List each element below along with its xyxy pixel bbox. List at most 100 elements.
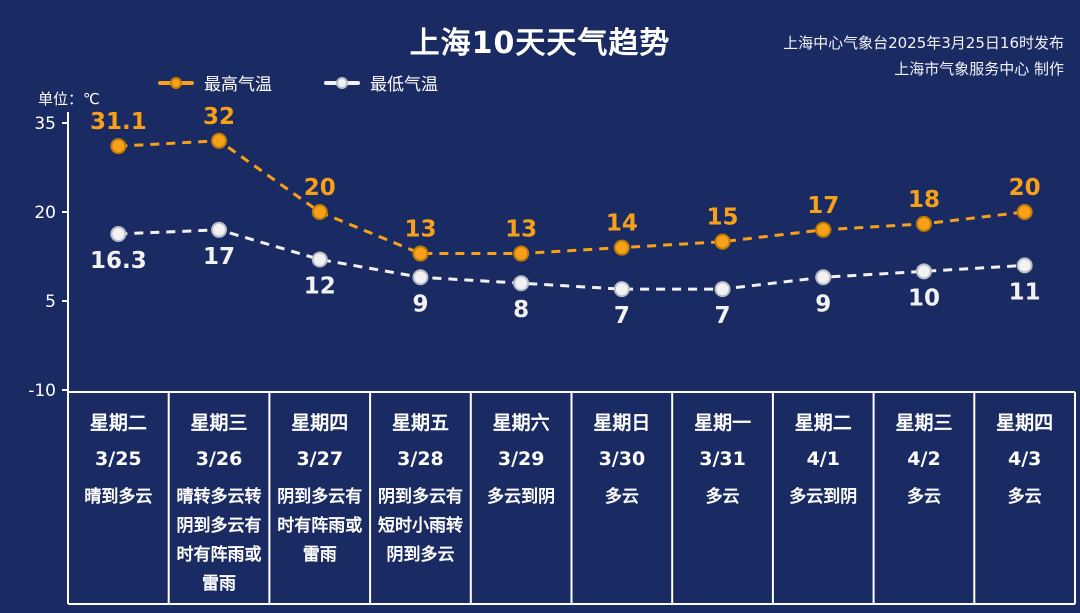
y-tick-label: 20 xyxy=(34,203,56,223)
day-column: 星期四 3/27 阴到多云有时有阵雨或雷雨 xyxy=(269,400,370,605)
day-column: 星期日 3/30 多云 xyxy=(572,400,673,605)
min-temp-value: 8 xyxy=(513,297,529,323)
max-temp-point xyxy=(1016,204,1033,220)
day-weather: 晴转多云转阴到多云有时有阵雨或雷雨 xyxy=(176,487,262,594)
day-weather: 多云到阴 xyxy=(487,487,556,507)
day-column: 星期一 3/31 多云 xyxy=(672,400,773,605)
day-weekday: 星期四 xyxy=(291,412,349,434)
max-temp-point xyxy=(815,221,832,238)
min-temp-point xyxy=(513,275,530,292)
max-temp-point xyxy=(110,138,127,155)
min-temp-point xyxy=(110,225,127,242)
max-temp-point xyxy=(714,233,731,250)
max-temp-point xyxy=(513,245,530,262)
min-temp-legend-icon xyxy=(324,76,360,90)
publisher-line1: 上海中心气象台2025年3月25日16时发布 xyxy=(783,34,1064,52)
min-temp-point xyxy=(714,281,731,298)
min-temp-point xyxy=(311,251,328,268)
day-date: 3/29 xyxy=(497,448,545,470)
day-weather: 多云到阴 xyxy=(789,487,858,507)
min-temp-value: 10 xyxy=(908,285,940,311)
publisher-line2: 上海市气象服务中心 制作 xyxy=(894,60,1064,78)
max-temp-point xyxy=(211,132,228,149)
day-weekday: 星期二 xyxy=(89,412,147,434)
day-date: 3/25 xyxy=(95,448,142,470)
unit-label: 单位：℃ xyxy=(38,90,100,108)
min-temp-value: 11 xyxy=(1009,279,1041,305)
day-weather: 多云 xyxy=(1007,487,1042,507)
day-column: 星期四 4/3 多云 xyxy=(974,400,1075,605)
min-temp-value: 12 xyxy=(304,273,336,299)
min-temp-value: 7 xyxy=(614,303,630,329)
publisher-info: 上海中心气象台2025年3月25日16时发布 上海市气象服务中心 制作 xyxy=(783,30,1064,82)
max-temp-value: 20 xyxy=(1009,175,1041,201)
day-column: 星期二 4/1 多云到阴 xyxy=(773,400,874,605)
min-temp-value: 9 xyxy=(412,291,428,317)
max-temp-point xyxy=(915,215,932,232)
max-temp-value: 32 xyxy=(203,104,235,130)
min-temp-point xyxy=(613,281,630,298)
day-weather: 多云 xyxy=(906,487,941,507)
day-weather: 阴到多云有短时小雨转阴到多云 xyxy=(377,487,463,565)
day-weekday: 星期一 xyxy=(694,412,752,434)
max-temp-value: 20 xyxy=(304,175,336,201)
min-temp-value: 7 xyxy=(715,303,731,329)
day-date: 4/1 xyxy=(806,448,840,470)
day-weekday: 星期三 xyxy=(190,412,248,434)
min-temp-point xyxy=(815,269,832,286)
max-temp-value: 17 xyxy=(807,193,839,219)
max-temp-legend-icon xyxy=(158,76,194,90)
day-weekday: 星期三 xyxy=(895,412,953,434)
max-temp-value: 18 xyxy=(908,187,940,213)
day-weather: 晴到多云 xyxy=(84,487,153,507)
max-temp-point xyxy=(412,245,429,262)
y-tick-label: 5 xyxy=(45,292,56,312)
legend-label-min: 最低气温 xyxy=(370,75,438,95)
day-weekday: 星期五 xyxy=(391,412,449,434)
day-column: 星期二 3/25 晴到多云 xyxy=(68,400,169,605)
day-column: 星期六 3/29 多云到阴 xyxy=(471,400,572,605)
chart-legend: 最高气温 最低气温 xyxy=(158,70,438,95)
min-temp-value: 17 xyxy=(203,244,235,270)
day-column: 星期五 3/28 阴到多云有短时小雨转阴到多云 xyxy=(370,400,471,605)
y-tick-label: -10 xyxy=(28,381,56,401)
min-temp-point xyxy=(211,221,228,238)
day-weather: 多云 xyxy=(604,487,639,507)
day-weather: 多云 xyxy=(705,487,740,507)
max-temp-point xyxy=(311,204,328,220)
legend-item-min: 最低气温 xyxy=(324,70,438,95)
min-temp-line xyxy=(118,228,1025,291)
day-date: 4/3 xyxy=(1007,448,1042,470)
day-date: 3/31 xyxy=(699,448,746,470)
max-temp-point xyxy=(613,239,630,256)
day-date: 3/27 xyxy=(296,448,344,470)
max-temp-value: 13 xyxy=(404,217,436,243)
min-temp-point xyxy=(1016,257,1033,274)
max-temp-value: 15 xyxy=(707,205,739,231)
day-weekday: 星期六 xyxy=(492,412,550,434)
day-columns: 星期二 3/25 晴到多云 星期三 3/26 晴转多云转阴到多云有时有阵雨或雷雨 星期四 3/… xyxy=(68,400,1075,605)
max-temp-value: 31.1 xyxy=(90,109,147,135)
legend-label-max: 最高气温 xyxy=(204,75,272,95)
y-tick-label: 35 xyxy=(34,114,56,134)
day-date: 3/28 xyxy=(397,448,444,470)
page-title: 上海10天天气趋势 xyxy=(409,26,671,61)
min-temp-value: 16.3 xyxy=(90,248,147,274)
day-date: 3/26 xyxy=(195,448,243,470)
day-column: 星期三 3/26 晴转多云转阴到多云有时有阵雨或雷雨 xyxy=(169,400,270,605)
min-temp-value: 9 xyxy=(815,291,831,317)
day-weekday: 星期四 xyxy=(996,412,1054,434)
legend-item-max: 最高气温 xyxy=(158,70,272,95)
day-weekday: 星期日 xyxy=(593,412,651,434)
day-weekday: 星期二 xyxy=(794,412,852,434)
max-temp-value: 13 xyxy=(505,217,537,243)
day-date: 3/30 xyxy=(598,448,646,470)
day-date: 4/2 xyxy=(907,448,941,470)
min-temp-point xyxy=(915,263,932,280)
day-weather: 阴到多云有时有阵雨或雷雨 xyxy=(277,487,363,565)
day-column: 星期三 4/2 多云 xyxy=(874,400,975,605)
max-temp-line xyxy=(118,139,1025,256)
min-temp-point xyxy=(412,269,429,286)
